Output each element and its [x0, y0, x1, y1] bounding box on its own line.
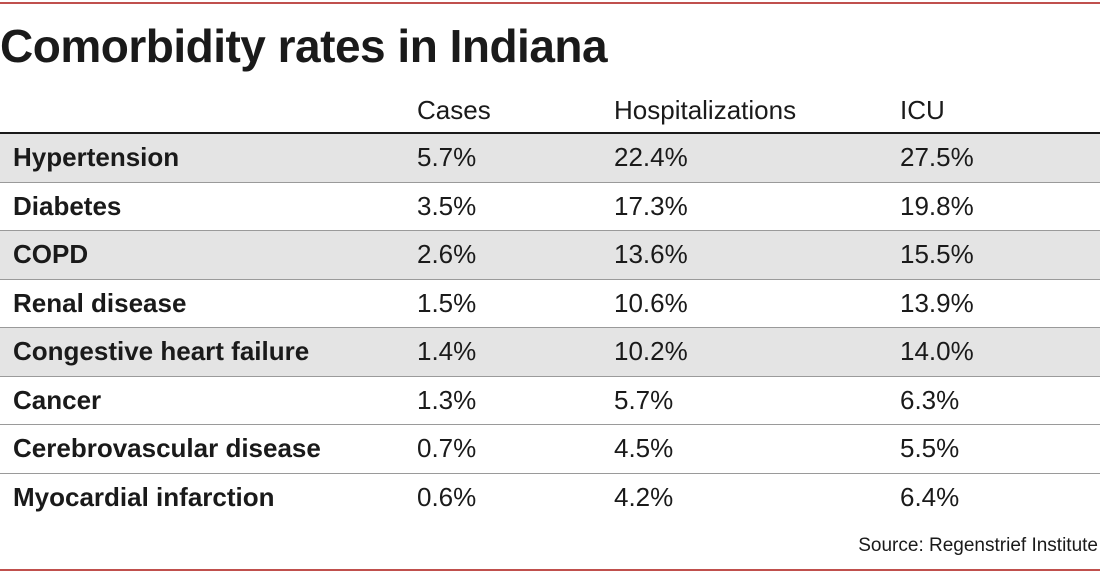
column-header-row: Cases Hospitalizations ICU [0, 90, 1100, 130]
row-label: Myocardial infarction [13, 481, 275, 512]
cases-cell: 1.5% [417, 287, 477, 318]
hospitalizations-cell: 13.6% [614, 239, 688, 269]
cases-cell: 0.7% [417, 433, 477, 463]
hospitalizations-cell: 10.6% [614, 287, 688, 318]
icu-cell: 6.3% [900, 384, 960, 415]
row-label: Congestive heart failure [13, 336, 310, 366]
icu-cell: 6.4% [900, 481, 960, 512]
hospitalizations-cell: 22.4% [614, 142, 688, 172]
table-row: Myocardial infarction 0.6% 4.2% 6.4% [0, 474, 1100, 522]
source-note: Source: Regenstrief Institute [858, 535, 1098, 556]
row-label: Renal disease [13, 287, 187, 318]
column-header-hospitalizations: Hospitalizations [614, 95, 797, 125]
table-row: Renal disease 1.5% 10.6% 13.9% [0, 280, 1100, 328]
cases-cell: 2.6% [417, 239, 477, 269]
hospitalizations-cell: 4.5% [614, 433, 674, 463]
row-label: Hypertension [13, 142, 180, 172]
table-row: Diabetes 3.5% 17.3% 19.8% [0, 183, 1100, 231]
cases-cell: 3.5% [417, 190, 477, 221]
table-row: Cancer 1.3% 5.7% 6.3% [0, 377, 1100, 425]
icu-cell: 19.8% [900, 190, 974, 221]
header-divider [0, 132, 1100, 134]
bottom-rule [0, 569, 1100, 571]
cases-cell: 1.4% [417, 336, 477, 366]
column-header-icu: ICU [900, 95, 945, 125]
chart-title: Comorbidity rates in Indiana [0, 20, 608, 72]
icu-cell: 27.5% [900, 142, 974, 172]
row-label: Diabetes [13, 190, 122, 221]
icu-cell: 13.9% [900, 287, 974, 318]
top-rule [0, 2, 1100, 4]
hospitalizations-cell: 5.7% [614, 384, 674, 415]
column-header-cases: Cases [417, 95, 491, 125]
icu-cell: 14.0% [900, 336, 974, 366]
comorbidity-table: Hypertension 5.7% 22.4% 27.5% Diabetes 3… [0, 134, 1100, 521]
hospitalizations-cell: 17.3% [614, 190, 688, 221]
row-label: Cancer [13, 384, 102, 415]
table-row: Hypertension 5.7% 22.4% 27.5% [0, 134, 1100, 183]
hospitalizations-cell: 4.2% [614, 481, 674, 512]
icu-cell: 5.5% [900, 433, 960, 463]
table-row: Cerebrovascular disease 0.7% 4.5% 5.5% [0, 425, 1100, 474]
cases-cell: 1.3% [417, 384, 477, 415]
row-label: COPD [13, 239, 89, 269]
cases-cell: 0.6% [417, 481, 477, 512]
icu-cell: 15.5% [900, 239, 974, 269]
hospitalizations-cell: 10.2% [614, 336, 688, 366]
table-row: COPD 2.6% 13.6% 15.5% [0, 231, 1100, 280]
table-row: Congestive heart failure 1.4% 10.2% 14.0… [0, 328, 1100, 377]
row-label: Cerebrovascular disease [13, 433, 321, 463]
cases-cell: 5.7% [417, 142, 477, 172]
